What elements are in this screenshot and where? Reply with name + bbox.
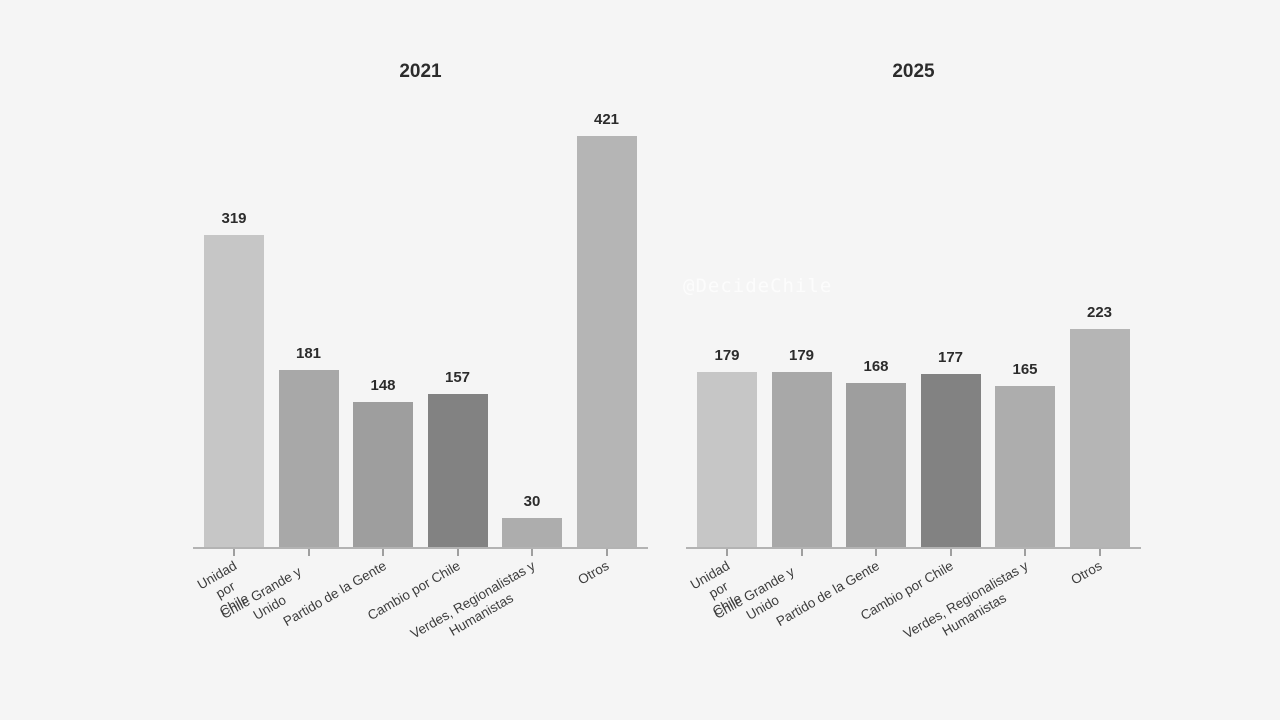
axis-tick <box>1024 549 1026 556</box>
value-label: 165 <box>1012 361 1038 378</box>
bar-2021-4 <box>427 394 488 547</box>
bar-2025-3 <box>846 383 906 547</box>
axis-tick <box>800 549 803 556</box>
value-label: 179 <box>788 347 815 364</box>
bar-2021-5 <box>502 518 562 547</box>
axis-tick <box>726 549 728 556</box>
bar-2025-4 <box>920 374 981 547</box>
x-axis-line <box>686 547 1141 549</box>
chart-title-2021: 2021 <box>399 61 442 82</box>
category-label: Otros <box>575 558 612 588</box>
axis-tick <box>949 549 952 556</box>
value-label: 421 <box>593 111 620 128</box>
value-label: 177 <box>937 349 964 366</box>
axis-tick <box>605 549 608 556</box>
value-label: 168 <box>863 358 889 375</box>
chart-panel-2025: 2025 179 Unidad por Chile 179 Chile Grande … <box>686 0 1141 720</box>
value-label: 319 <box>221 210 247 227</box>
value-label: 181 <box>295 345 322 362</box>
axis-tick <box>1098 549 1101 556</box>
plot-area-2021: 319 Unidad por Chile 181 Chile Grande y Uni… <box>193 0 648 720</box>
chart-panel-2021: 2021 319 Unidad por Chile 181 Chile Grande … <box>193 0 648 720</box>
axis-tick <box>456 549 459 556</box>
plot-area-2025: 179 Unidad por Chile 179 Chile Grande y Uni… <box>686 0 1141 720</box>
value-label: 157 <box>444 369 471 386</box>
axis-tick <box>531 549 533 556</box>
x-axis-line <box>193 547 648 549</box>
bar-2025-5 <box>995 386 1055 547</box>
bar-2021-6 <box>576 136 637 547</box>
axis-tick <box>307 549 310 556</box>
value-label: 179 <box>714 347 740 364</box>
axis-tick <box>382 549 384 556</box>
axis-tick <box>233 549 235 556</box>
bar-2021-3 <box>353 402 413 547</box>
axis-tick <box>875 549 877 556</box>
bar-2025-6 <box>1069 329 1130 547</box>
value-label: 223 <box>1086 304 1113 321</box>
bar-2021-2 <box>278 370 339 547</box>
value-label: 30 <box>523 493 541 510</box>
category-label: Otros <box>1068 558 1105 588</box>
value-label: 148 <box>370 377 396 394</box>
bar-2021-1 <box>204 235 264 547</box>
chart-title-2025: 2025 <box>892 61 935 82</box>
bar-2025-2 <box>771 372 832 547</box>
watermark-text: @DecideChile <box>683 275 833 297</box>
bar-2025-1 <box>697 372 757 547</box>
